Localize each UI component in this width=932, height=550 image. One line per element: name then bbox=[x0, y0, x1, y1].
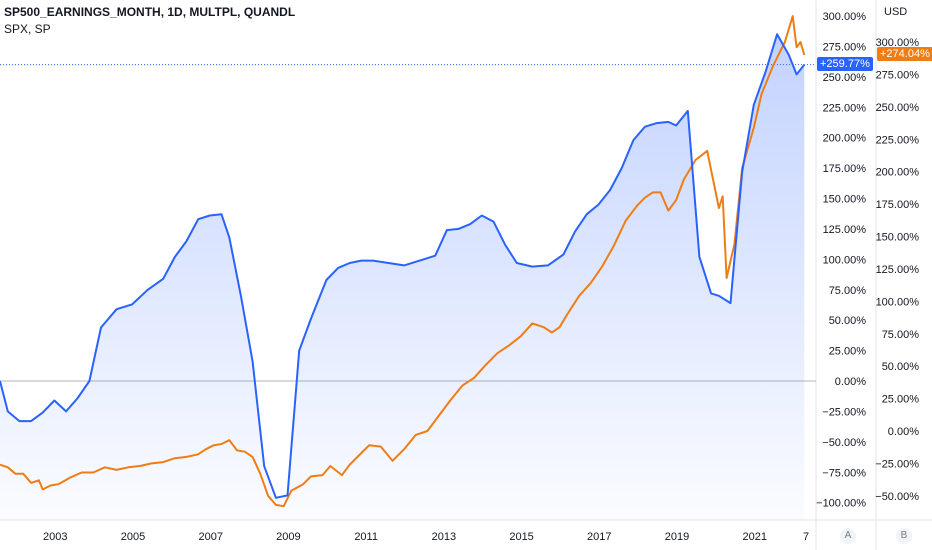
x-tick-label: 2007 bbox=[198, 531, 222, 543]
left-scale-tick-label: 75.00% bbox=[829, 285, 867, 297]
right-scale-tick-label: 250.00% bbox=[876, 102, 920, 114]
blue-series-value-label: +259.77% bbox=[817, 56, 873, 71]
x-tick-label: 2015 bbox=[509, 531, 533, 543]
left-scale-tick-label: 175.00% bbox=[823, 163, 867, 175]
x-tick-label: 2005 bbox=[121, 531, 145, 543]
left-scale-tick-label: 275.00% bbox=[823, 41, 867, 53]
x-tick-label: 2013 bbox=[432, 531, 456, 543]
currency-label[interactable]: USD bbox=[884, 6, 908, 18]
right-scale-tick-label: 225.00% bbox=[876, 134, 920, 146]
left-scale-tick-label: −50.00% bbox=[822, 437, 866, 449]
orange-series-value-label: +274.04% bbox=[877, 46, 932, 61]
left-scale-tick-label: 225.00% bbox=[823, 102, 867, 114]
left-scale-tick-label: 100.00% bbox=[823, 254, 867, 266]
right-scale-tick-label: 150.00% bbox=[876, 232, 920, 244]
x-tick-label: 2017 bbox=[587, 531, 611, 543]
chart-subtitle[interactable]: SPX, SP bbox=[4, 22, 51, 36]
right-scale-tick-label: 275.00% bbox=[876, 69, 920, 81]
x-tick-label: 2021 bbox=[742, 531, 766, 543]
right-scale-tick-label: 125.00% bbox=[876, 264, 920, 276]
right-scale-tick-label: 200.00% bbox=[876, 167, 920, 179]
x-tick-label: 2019 bbox=[665, 531, 689, 543]
scale-button-b[interactable]: B bbox=[896, 528, 912, 544]
right-scale-tick-label: 50.00% bbox=[882, 361, 920, 373]
right-scale-tick-label: 0.00% bbox=[888, 426, 919, 438]
x-tick-label: 2009 bbox=[276, 531, 300, 543]
x-tick-label: 2011 bbox=[354, 531, 378, 543]
right-scale-tick-label: −50.00% bbox=[875, 491, 919, 503]
left-scale-tick-label: 25.00% bbox=[829, 346, 867, 358]
left-scale-tick-label: 150.00% bbox=[823, 194, 867, 206]
blue-series-area bbox=[0, 34, 805, 521]
left-scale-tick-label: 200.00% bbox=[823, 133, 867, 145]
chart-title[interactable]: SP500_EARNINGS_MONTH, 1D, MULTPL, QUANDL bbox=[4, 5, 296, 19]
scale-button-a[interactable]: A bbox=[840, 528, 856, 544]
x-tick-label: 7 bbox=[803, 531, 809, 543]
x-tick-label: 2003 bbox=[43, 531, 67, 543]
left-scale-tick-label: −100.00% bbox=[816, 498, 866, 510]
right-scale-tick-label: 175.00% bbox=[876, 199, 920, 211]
left-scale-tick-label: −75.00% bbox=[822, 467, 866, 479]
right-scale-tick-label: −25.00% bbox=[875, 458, 919, 470]
left-scale-tick-label: 300.00% bbox=[823, 11, 867, 23]
left-scale-tick-label: −25.00% bbox=[822, 406, 866, 418]
left-scale-tick-label: 50.00% bbox=[829, 315, 867, 327]
right-scale-tick-label: 100.00% bbox=[876, 296, 920, 308]
right-scale-tick-label: 75.00% bbox=[882, 329, 920, 341]
right-scale-tick-label: 25.00% bbox=[882, 394, 920, 406]
left-scale-tick-label: 0.00% bbox=[835, 376, 866, 388]
orange-series-line bbox=[0, 15, 806, 508]
left-scale-tick-label: 250.00% bbox=[823, 72, 867, 84]
left-scale-tick-label: 125.00% bbox=[823, 224, 867, 236]
blue-series-line bbox=[0, 33, 806, 499]
right-scale-tick-label: 300.00% bbox=[876, 37, 920, 49]
